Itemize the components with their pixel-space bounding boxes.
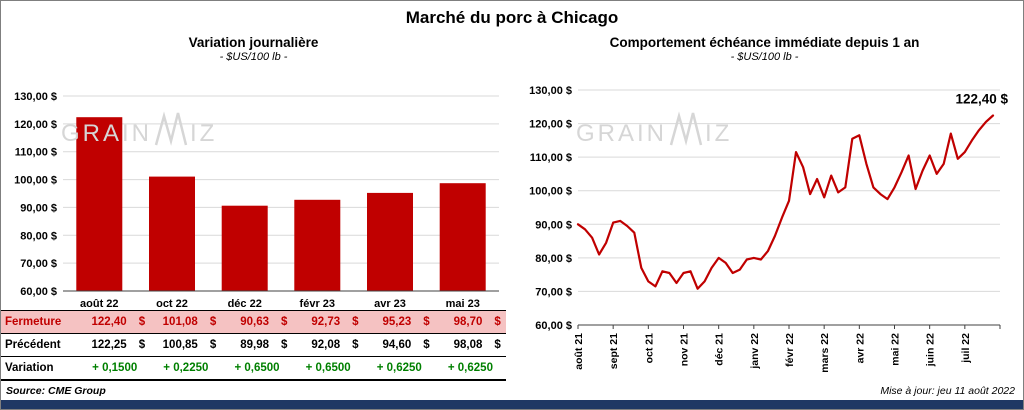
y-axis-tick-label: 120,00 $	[529, 119, 572, 131]
last-price-annotation: 122,40 $	[955, 92, 1008, 107]
y-axis-tick-label: 110,00 $	[530, 152, 572, 164]
value-cell: + 0,2250	[150, 356, 222, 380]
y-axis-tick-label: 90,00 $	[20, 202, 57, 214]
value-cell: + 0,6500	[292, 356, 364, 380]
x-category-label: mai 23	[446, 298, 480, 310]
bars	[76, 117, 486, 291]
y-axis-tick-label: 60,00 $	[535, 320, 572, 332]
row-label: Variation	[1, 356, 80, 380]
bar	[221, 205, 268, 291]
y-axis-tick-label: 130,00 $	[14, 91, 57, 103]
table-row-variation: Variation + 0,1500 + 0,2250 + 0,6500 + 0,650…	[1, 356, 506, 380]
bottom-accent-bar	[1, 400, 1023, 409]
bar	[294, 199, 341, 291]
row-label: Précédent	[1, 333, 80, 357]
x-axis-tick-label: mai 22	[890, 333, 902, 366]
x-category-label: févr 23	[300, 298, 335, 310]
value-cell: 98,08 $	[434, 333, 506, 357]
bar	[76, 117, 123, 291]
right-chart-title: Comportement échéance immédiate depuis 1…	[609, 35, 920, 50]
x-axis-tick-label: août 21	[573, 333, 585, 370]
value-cell: + 0,6250	[434, 356, 506, 380]
value-cell: + 0,1500	[79, 356, 151, 380]
source-note: Source: CME Group	[6, 385, 106, 397]
value-cell: 92,73 $	[311, 316, 359, 328]
y-axis-tick-label: 100,00 $	[529, 186, 572, 198]
left-chart-subtitle: - $US/100 lb -	[219, 51, 288, 63]
one-year-trend-panel: Comportement échéance immédiate depuis 1…	[506, 29, 1023, 384]
value-cell: 100,85 $	[150, 333, 222, 357]
page-title: Marché du porc à Chicago	[405, 8, 619, 27]
x-axis-tick-label: déc 21	[714, 333, 726, 366]
y-axis-tick-label: 70,00 $	[535, 286, 572, 298]
value-cell: + 0,6500	[221, 356, 293, 380]
row-label: Fermeture	[5, 316, 62, 328]
bar	[149, 176, 195, 291]
update-note: Mise à jour: jeu 11 août 2022	[880, 385, 1015, 397]
bar	[439, 183, 486, 291]
y-gridlines	[63, 95, 499, 292]
value-cell: 122,25 $	[79, 333, 151, 357]
value-cell: 122,40 $	[91, 316, 146, 328]
y-axis-tick-label: 70,00 $	[20, 258, 57, 270]
table-row-precedent: Précédent 122,25 $100,85 $89,98 $92,08 $94,60…	[1, 333, 506, 357]
x-axis-tick-label: nov 21	[679, 333, 691, 366]
x-axis-tick-label: janv 22	[749, 333, 761, 370]
x-category-label: oct 22	[156, 298, 188, 310]
x-axis-tick-label: févr 22	[784, 333, 796, 367]
y-axis-tick-label: 90,00 $	[535, 219, 572, 231]
value-cell: 95,23 $	[382, 316, 430, 328]
table-row-fermeture: Fermeture 122,40 $ 101,08 $ 90,63 $ 92,73 $ 95,23…	[1, 310, 506, 334]
left-chart-title: Variation journalière	[188, 35, 319, 50]
x-axis-tick-label: juin 22	[925, 333, 937, 367]
y-axis-tick-label: 100,00 $	[14, 175, 57, 187]
value-cell: 101,08 $	[162, 316, 217, 328]
y-axis-tick-label: 60,00 $	[20, 286, 57, 298]
price-table: Fermeture 122,40 $ 101,08 $ 90,63 $ 92,73 $ 95,23…	[1, 310, 506, 381]
x-category-label: avr 23	[374, 298, 406, 310]
value-cell: 92,08 $	[292, 333, 364, 357]
one-year-line-chart: 60,00 $ 70,00 $ 80,00 $ 90,00 $ 100,00 $ 110,…	[529, 85, 1008, 373]
value-cell: + 0,6250	[363, 356, 435, 380]
right-chart-subtitle: - $US/100 lb -	[730, 51, 799, 63]
y-gridlines	[578, 89, 1000, 326]
value-cell: 89,98 $	[221, 333, 293, 357]
y-axis-tick-label: 80,00 $	[535, 253, 572, 265]
content: Variation journalière - $US/100 lb - GRA…	[1, 29, 1023, 384]
x-axis-tick-label: juil 22	[960, 333, 972, 364]
y-axis-tick-label: 110,00 $	[15, 147, 57, 159]
price-line	[576, 114, 995, 290]
x-category-label: août 22	[80, 298, 119, 310]
daily-variation-panel: Variation journalière - $US/100 lb - GRA…	[1, 29, 506, 381]
value-cell: 98,70 $	[453, 316, 501, 328]
y-axis-tick-label: 120,00 $	[14, 119, 57, 131]
daily-variation-bar-chart: 60,00 $ 70,00 $ 80,00 $ 90,00 $ 100,00 $ 110,…	[14, 91, 499, 310]
value-cell: 90,63 $	[240, 316, 288, 328]
y-axis-tick-label: 80,00 $	[20, 230, 57, 242]
y-axis-tick-label: 130,00 $	[529, 85, 572, 97]
x-axis-tick-label: avr 22	[854, 333, 866, 364]
x-axis-tick-label: sept 21	[608, 333, 620, 369]
value-cell: 94,60 $	[363, 333, 435, 357]
x-category-label: déc 22	[228, 298, 262, 310]
x-axis-tick-label: mars 22	[819, 333, 831, 373]
bar	[367, 192, 413, 291]
x-axis-tick-label: oct 21	[643, 333, 655, 364]
